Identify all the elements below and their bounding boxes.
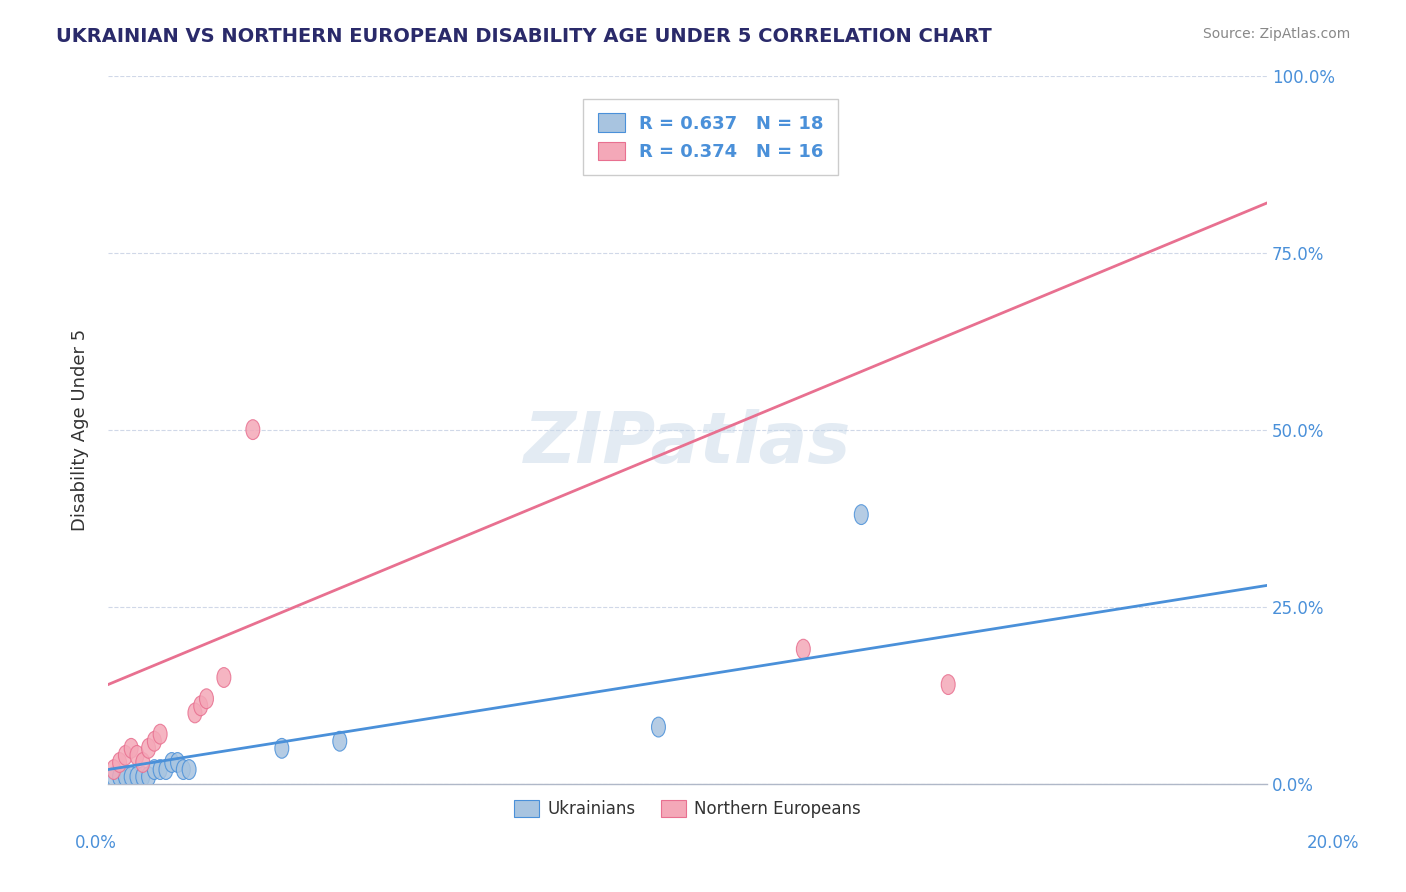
Ellipse shape — [188, 703, 202, 723]
Ellipse shape — [855, 505, 869, 524]
Ellipse shape — [107, 767, 121, 787]
Ellipse shape — [194, 696, 208, 715]
Ellipse shape — [112, 753, 127, 772]
Ellipse shape — [148, 760, 162, 780]
Text: Source: ZipAtlas.com: Source: ZipAtlas.com — [1202, 27, 1350, 41]
Text: UKRAINIAN VS NORTHERN EUROPEAN DISABILITY AGE UNDER 5 CORRELATION CHART: UKRAINIAN VS NORTHERN EUROPEAN DISABILIT… — [56, 27, 993, 45]
Ellipse shape — [165, 753, 179, 772]
Ellipse shape — [129, 746, 143, 765]
Text: ZIPatlas: ZIPatlas — [524, 409, 851, 478]
Text: 0.0%: 0.0% — [75, 834, 117, 852]
Ellipse shape — [118, 746, 132, 765]
Ellipse shape — [176, 760, 190, 780]
Ellipse shape — [142, 767, 156, 787]
Ellipse shape — [183, 760, 195, 780]
Ellipse shape — [941, 674, 955, 695]
Ellipse shape — [217, 667, 231, 688]
Ellipse shape — [170, 753, 184, 772]
Ellipse shape — [107, 760, 121, 780]
Text: 20.0%: 20.0% — [1306, 834, 1360, 852]
Ellipse shape — [148, 731, 162, 751]
Ellipse shape — [112, 767, 127, 787]
Ellipse shape — [159, 760, 173, 780]
Ellipse shape — [142, 739, 156, 758]
Ellipse shape — [124, 767, 138, 787]
Legend: Ukrainians, Northern Europeans: Ukrainians, Northern Europeans — [508, 794, 868, 825]
Ellipse shape — [136, 767, 149, 787]
Ellipse shape — [153, 724, 167, 744]
Ellipse shape — [124, 739, 138, 758]
Ellipse shape — [118, 767, 132, 787]
Ellipse shape — [796, 640, 810, 659]
Y-axis label: Disability Age Under 5: Disability Age Under 5 — [72, 328, 89, 531]
Ellipse shape — [153, 760, 167, 780]
Ellipse shape — [129, 767, 143, 787]
Ellipse shape — [200, 689, 214, 708]
Ellipse shape — [651, 717, 665, 737]
Ellipse shape — [136, 753, 149, 772]
Ellipse shape — [274, 739, 288, 758]
Ellipse shape — [246, 420, 260, 440]
Ellipse shape — [333, 731, 347, 751]
